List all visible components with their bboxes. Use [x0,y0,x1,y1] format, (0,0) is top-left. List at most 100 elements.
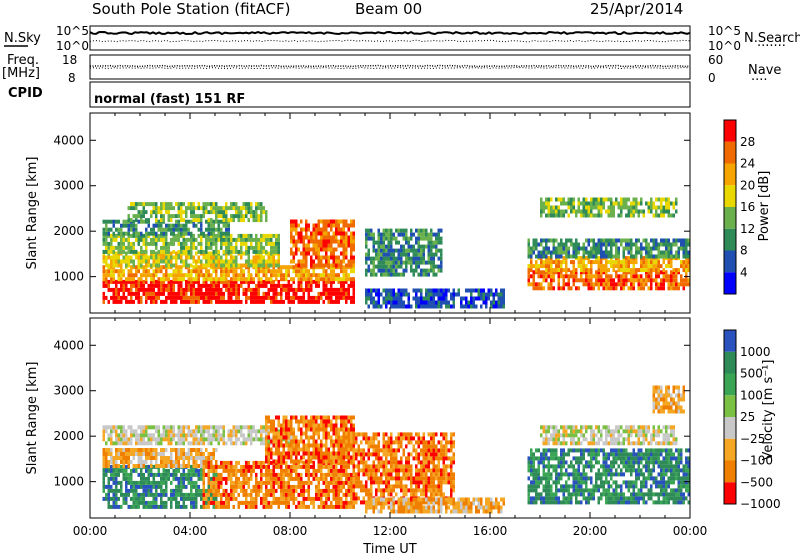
heatmap-cell [647,274,650,279]
heatmap-cell [205,283,208,288]
heatmap-cell [410,228,413,233]
heatmap-cell [185,295,188,300]
heatmap-cell [235,214,238,219]
heatmap-cell [230,214,233,219]
heatmap-cell [610,197,613,202]
heatmap-cell [347,484,350,489]
heatmap-cell [155,202,158,207]
heatmap-cell [245,279,248,284]
heatmap-cell [287,279,290,284]
heatmap-cell [437,296,440,301]
heatmap-cell [150,504,153,509]
heatmap-cell [165,269,168,274]
heatmap-cell [170,227,173,232]
heatmap-cell [305,277,308,282]
heatmap-cell [405,228,408,233]
heatmap-cell [242,291,245,296]
heatmap-cell [105,231,108,236]
heatmap-cell [152,496,155,501]
heatmap-cell [437,268,440,273]
heatmap-cell [175,496,178,501]
heatmap-cell [330,269,333,274]
heatmap-cell [415,236,418,241]
heatmap-cell [605,254,608,259]
heatmap-cell [252,287,255,292]
heatmap-cell [267,488,270,493]
heatmap-cell [287,488,290,493]
heatmap-cell [267,468,270,473]
heatmap-cell [207,269,210,274]
heatmap-cell [250,241,253,246]
heatmap-cell [142,255,145,260]
heatmap-cell [335,484,338,489]
heatmap-cell [282,451,285,456]
heatmap-cell [212,295,215,300]
heatmap-cell [107,504,110,509]
heatmap-cell [307,243,310,248]
heatmap-cell [247,295,250,300]
heatmap-cell [232,468,235,473]
heatmap-cell [320,263,323,268]
heatmap-cell [140,441,143,446]
heatmap-cell [142,265,145,270]
heatmap-cell [440,304,443,309]
heatmap-cell [145,448,148,452]
heatmap-cell [267,251,270,256]
heatmap-cell [120,287,123,292]
heatmap-cell [497,292,500,297]
heatmap-cell [215,237,218,242]
heatmap-cell [177,214,180,219]
heatmap-cell [127,223,130,228]
heatmap-cell [442,300,445,305]
heatmap-cell [132,249,135,254]
heatmap-cell [280,423,283,428]
heatmap-cell [350,259,353,264]
heatmap-cell [272,439,275,444]
heatmap-cell [292,468,295,473]
heatmap-cell [210,206,213,211]
heatmap-cell [282,427,285,432]
heatmap-cell [202,283,205,288]
heatmap-cell [235,295,238,300]
heatmap-cell [207,429,210,434]
heatmap-cell [337,492,340,497]
heatmap-cell [307,488,310,493]
heatmap-cell [665,250,668,255]
heatmap-cell [635,201,638,206]
heatmap-cell [337,488,340,493]
heatmap-cell [120,223,123,228]
heatmap-cell [262,237,265,242]
heatmap-cell [662,197,665,202]
heatmap-cell [577,201,580,206]
heatmap-cell [127,245,130,250]
heatmap-cell [145,241,148,246]
heatmap-cell [375,256,378,261]
heatmap-cell [270,492,273,497]
heatmap-cell [440,260,443,265]
heatmap-cell [175,214,178,219]
heatmap-cell [257,255,260,260]
heatmap-cell [377,300,380,305]
heatmap-cell [595,201,598,206]
heatmap-cell [272,480,275,485]
heatmap-cell [272,488,275,493]
heatmap-cell [527,238,530,243]
heatmap-cell [162,437,165,442]
heatmap-cell [632,197,635,202]
heatmap-cell [145,210,148,215]
heatmap-cell [400,248,403,253]
heatmap-cell [325,223,328,228]
heatmap-cell [425,236,428,241]
heatmap-cell [277,480,280,485]
heatmap-cell [232,218,235,223]
heatmap-cell [625,201,628,206]
heatmap-cell [127,273,130,278]
heatmap-cell [590,286,593,291]
heatmap-cell [345,219,348,224]
heatmap-cell [140,295,143,300]
nsearch-dots: ······· [757,39,786,54]
heatmap-cell [325,476,328,481]
heatmap-cell [275,269,278,274]
heatmap-cell [192,433,195,438]
heatmap-cell [397,264,400,269]
